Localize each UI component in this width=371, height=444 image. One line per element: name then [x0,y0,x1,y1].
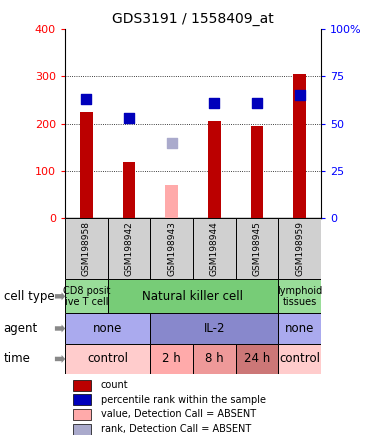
Bar [73,380,91,391]
Point [126,115,132,122]
Bar [236,218,278,279]
Bar [108,279,278,313]
Bar [193,344,236,374]
Text: 24 h: 24 h [244,353,270,365]
Bar [278,344,321,374]
Title: GDS3191 / 1558409_at: GDS3191 / 1558409_at [112,12,274,27]
Text: none: none [285,322,314,335]
Text: 2 h: 2 h [162,353,181,365]
Bar [108,218,150,279]
Point [297,91,303,99]
Point [168,139,174,146]
Bar [236,344,278,374]
Bar [193,218,236,279]
Bar [150,344,193,374]
Bar [250,126,263,218]
Text: control: control [87,353,128,365]
Text: rank, Detection Call = ABSENT: rank, Detection Call = ABSENT [101,424,251,434]
Text: none: none [93,322,122,335]
Bar [208,121,221,218]
Text: GSM198944: GSM198944 [210,222,219,276]
Text: CD8 posit
ive T cell: CD8 posit ive T cell [62,285,110,307]
Text: lymphoid
tissues: lymphoid tissues [277,285,322,307]
Text: time: time [4,353,30,365]
Point [254,99,260,107]
Bar [165,185,178,218]
Bar [65,313,150,344]
Point [83,95,89,103]
Bar [278,313,321,344]
Bar [278,218,321,279]
Text: GSM198958: GSM198958 [82,222,91,277]
Bar [278,279,321,313]
Bar [293,74,306,218]
Bar [65,344,150,374]
Bar [73,409,91,420]
Bar [65,218,108,279]
Bar [65,279,108,313]
Text: Natural killer cell: Natural killer cell [142,290,243,303]
Text: agent: agent [4,322,38,335]
Bar [122,162,135,218]
Text: percentile rank within the sample: percentile rank within the sample [101,395,266,405]
Bar [73,394,91,405]
Text: count: count [101,380,128,390]
Bar [73,424,91,435]
Text: IL-2: IL-2 [204,322,225,335]
Text: GSM198945: GSM198945 [252,222,262,276]
Text: value, Detection Call = ABSENT: value, Detection Call = ABSENT [101,409,256,420]
Text: GSM198942: GSM198942 [124,222,134,276]
Point [211,99,217,107]
Text: GSM198943: GSM198943 [167,222,176,276]
Bar [80,112,93,218]
Text: cell type: cell type [4,290,54,303]
Text: control: control [279,353,320,365]
Bar [150,313,278,344]
Bar [150,218,193,279]
Text: 8 h: 8 h [205,353,224,365]
Text: GSM198959: GSM198959 [295,222,304,277]
